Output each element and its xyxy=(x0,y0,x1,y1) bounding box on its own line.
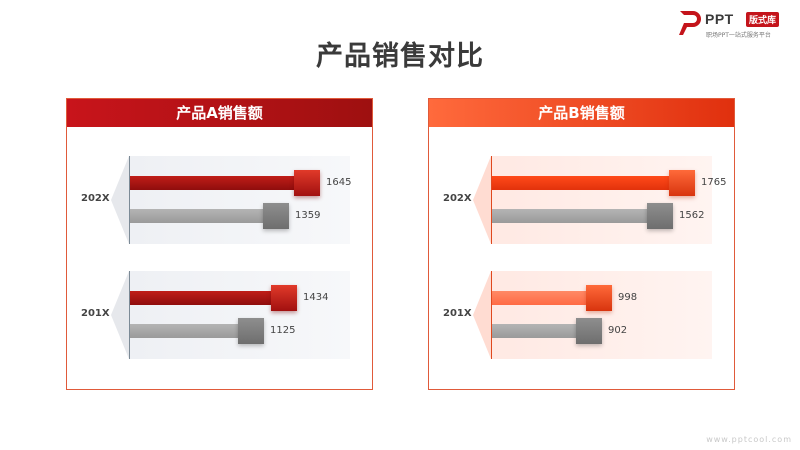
group-pointer xyxy=(473,156,491,244)
y-axis-line xyxy=(129,156,130,244)
bar-prior xyxy=(492,209,647,223)
data-label-current: 1645 xyxy=(326,177,352,188)
bar-current xyxy=(492,176,669,190)
bar-cap-current xyxy=(271,285,297,311)
bar-cap-prior xyxy=(647,203,673,229)
bar-cap-prior xyxy=(238,318,264,344)
page-title: 产品销售对比 xyxy=(316,41,484,72)
group-background xyxy=(129,271,350,359)
bar-prior xyxy=(130,324,238,338)
logo-brand-text: PPT xyxy=(705,11,734,27)
bar-cap-prior xyxy=(263,203,289,229)
data-label-current: 1434 xyxy=(303,292,329,303)
logo-tagline: 职场PPT一站式服务平台 xyxy=(706,32,771,39)
bar-cap-current xyxy=(586,285,612,311)
data-label-prior: 1562 xyxy=(679,210,705,221)
brand-logo: PPT 版式库 职场PPT一站式服务平台 xyxy=(678,6,796,42)
group-pointer xyxy=(111,271,129,359)
bar-group: 201X 998 902 xyxy=(429,271,734,359)
category-label: 202X xyxy=(443,193,472,204)
group-pointer xyxy=(473,271,491,359)
bar-prior xyxy=(492,324,576,338)
data-label-prior: 902 xyxy=(608,325,628,336)
bar-group: 201X 1434 1125 xyxy=(67,271,372,359)
category-label: 201X xyxy=(443,308,472,319)
category-label: 201X xyxy=(81,308,110,319)
bar-current xyxy=(492,291,586,305)
bar-cap-current xyxy=(294,170,320,196)
chart-panel-product-a: 产品A销售额 202X 1645 1359 201X 1434 1125 xyxy=(66,98,373,390)
bar-cap-prior xyxy=(576,318,602,344)
chart-title: 产品A销售额 xyxy=(67,99,372,127)
bar-group: 202X 1765 1562 xyxy=(429,156,734,244)
watermark: www.pptcool.com xyxy=(706,435,792,444)
bar-cap-current xyxy=(669,170,695,196)
bar-group: 202X 1645 1359 xyxy=(67,156,372,244)
data-label-prior: 1125 xyxy=(270,325,296,336)
bar-prior xyxy=(130,209,263,223)
category-label: 202X xyxy=(81,193,110,204)
chart-title: 产品B销售额 xyxy=(429,99,734,127)
data-label-prior: 1359 xyxy=(295,210,321,221)
data-label-current: 1765 xyxy=(701,177,727,188)
logo-badge: 版式库 xyxy=(746,12,780,27)
y-axis-line xyxy=(129,271,130,359)
bar-current xyxy=(130,291,271,305)
y-axis-line xyxy=(491,156,492,244)
y-axis-line xyxy=(491,271,492,359)
group-pointer xyxy=(111,156,129,244)
bar-current xyxy=(130,176,294,190)
logo-p-icon xyxy=(679,11,701,35)
data-label-current: 998 xyxy=(618,292,638,303)
chart-panel-product-b: 产品B销售额 202X 1765 1562 201X 998 902 xyxy=(428,98,735,390)
